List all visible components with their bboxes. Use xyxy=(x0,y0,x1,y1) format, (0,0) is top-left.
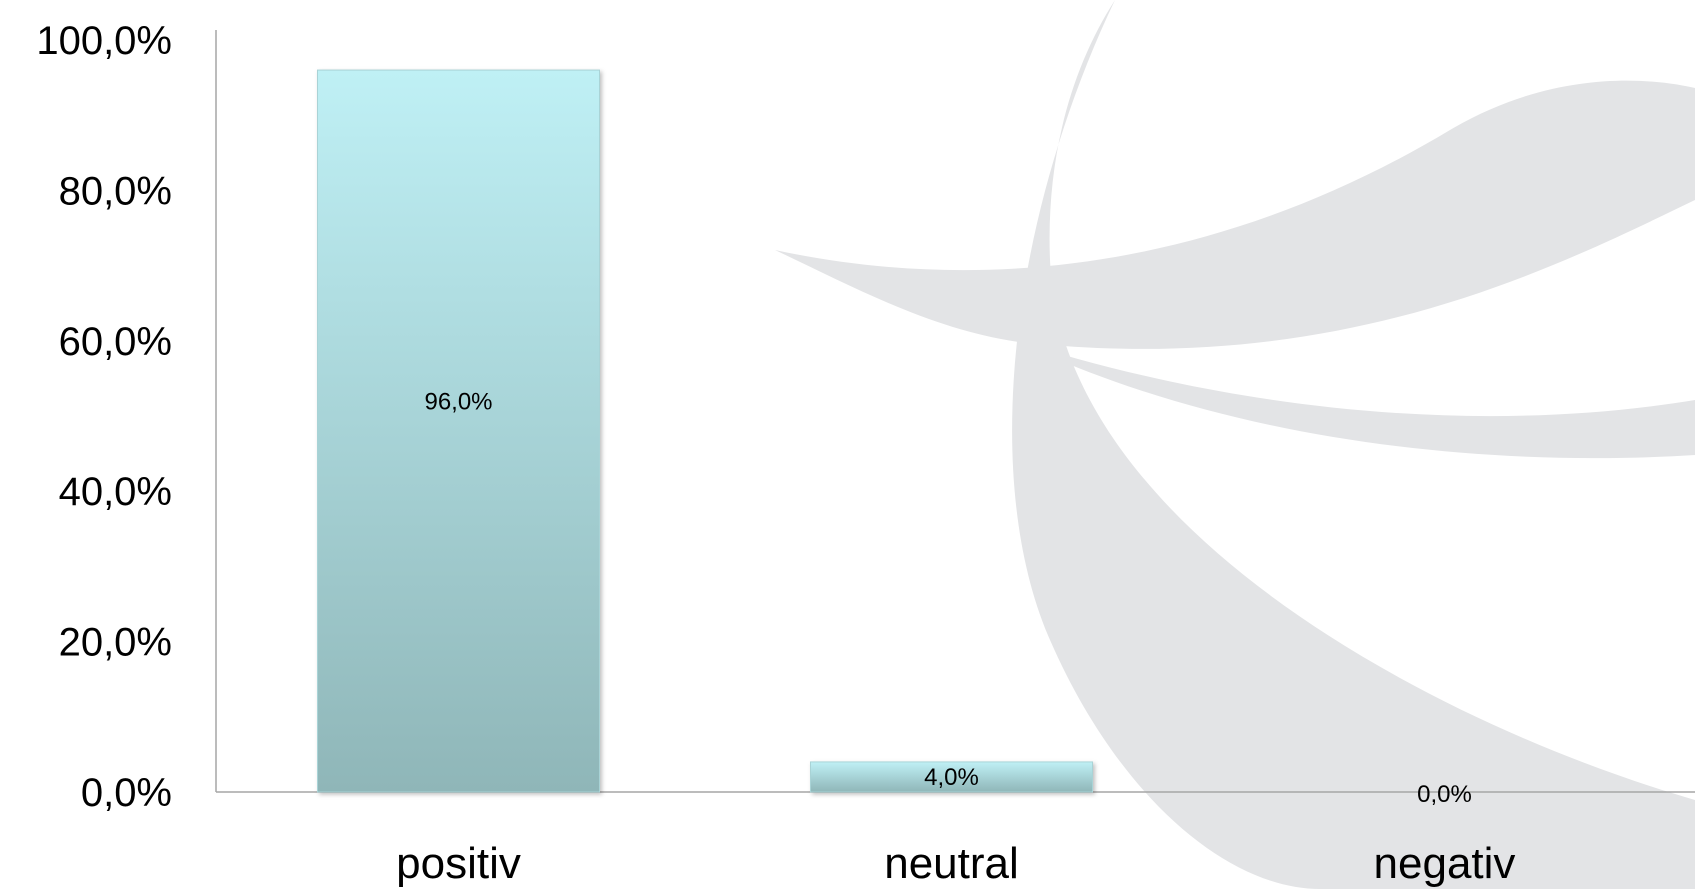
chart-labels: 0,0% 20,0% 40,0% 60,0% 80,0% 100,0% 96,0% posit… xyxy=(36,19,1515,888)
y-tick-label: 80,0% xyxy=(59,169,172,213)
watermark-logo xyxy=(775,0,1695,889)
y-tick-label: 100,0% xyxy=(36,19,172,63)
bar-neutral xyxy=(810,761,1093,793)
category-label-neutral: neutral xyxy=(884,839,1019,888)
category-label-negativ: negativ xyxy=(1374,839,1516,888)
data-label-positiv: 96,0% xyxy=(424,388,492,415)
data-label-negativ: 0,0% xyxy=(1417,781,1472,808)
data-label-neutral: 4,0% xyxy=(924,764,979,791)
chart-bars xyxy=(317,69,1093,793)
watermark-crescent xyxy=(1012,0,1695,889)
y-tick-label: 20,0% xyxy=(59,621,172,665)
category-label-positiv: positiv xyxy=(396,839,521,888)
bar-positiv xyxy=(317,69,600,793)
y-tick-label: 0,0% xyxy=(81,771,172,815)
watermark-swoosh xyxy=(775,80,1695,349)
y-tick-label: 40,0% xyxy=(59,470,172,514)
y-tick-label: 60,0% xyxy=(59,320,172,364)
watermark-swoosh-lower xyxy=(1015,340,1695,459)
